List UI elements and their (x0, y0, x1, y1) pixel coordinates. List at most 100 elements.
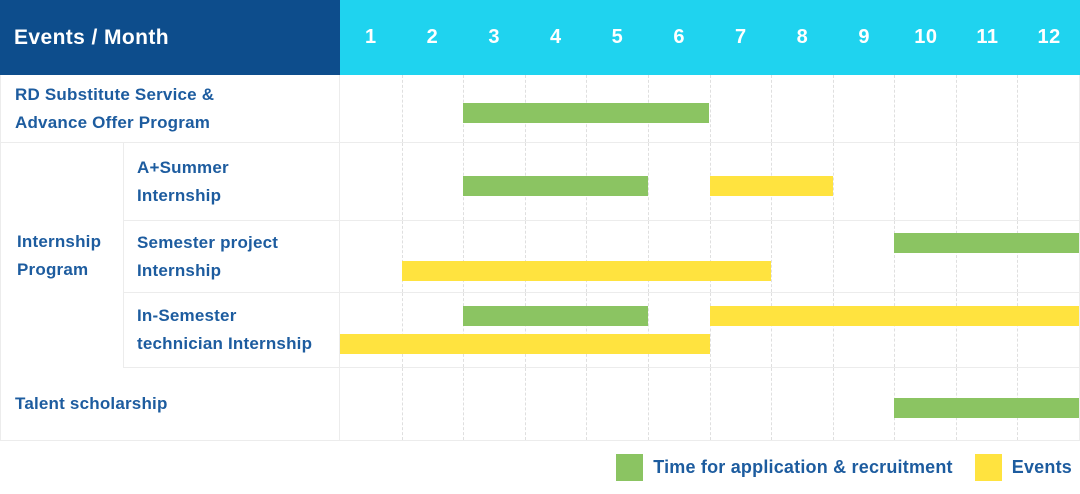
month-gridline (894, 143, 896, 220)
month-gridline (1017, 293, 1019, 367)
month-label: 11 (976, 26, 999, 48)
month-gridline (832, 368, 834, 440)
chart-cell (340, 143, 1079, 220)
month-gridline (894, 221, 896, 292)
legend-item: Time for application & recruitment (616, 453, 953, 481)
month-gridline (1017, 75, 1019, 142)
group-row: Internship Program A+Summer Internship Seme… (1, 143, 1079, 368)
chart-cell (340, 293, 1079, 367)
month-gridline (401, 368, 403, 440)
row-label: Semester project Internship (124, 221, 340, 292)
month-label: 12 (1037, 26, 1061, 48)
legend-item: Events (974, 453, 1072, 481)
month-gridline (771, 75, 773, 142)
month-gridline (401, 221, 403, 292)
month-gridline (524, 368, 526, 440)
row-label: Talent scholarship (1, 368, 340, 440)
month-gridline (709, 75, 711, 142)
group-label: Internship Program (1, 143, 124, 368)
row-label-line: RD Substitute Service & (15, 84, 215, 104)
month-label: 5 (611, 26, 624, 48)
table-row: A+Summer Internship (124, 143, 1079, 221)
gantt-bar-application (463, 102, 710, 123)
month-label: 1 (365, 26, 377, 48)
row-label: RD Substitute Service & Advance Offer Pro… (1, 75, 340, 142)
month-gridline (955, 293, 957, 367)
month-gridline (463, 368, 465, 440)
month-label: 9 (858, 26, 870, 48)
month-label: 6 (673, 26, 685, 48)
month-gridline (647, 368, 649, 440)
legend-swatch-event (974, 453, 1002, 481)
months-header: 1 2 3 4 5 6 7 8 9 10 11 12 (340, 0, 1080, 75)
group-sub-rows: A+Summer Internship Semester project Intern… (124, 143, 1079, 368)
legend-swatch-application (616, 453, 644, 481)
row-label-line: Talent scholarship (15, 394, 168, 413)
month-gridline (709, 368, 711, 440)
month-gridline (771, 221, 773, 292)
gantt-bar-event (709, 306, 1079, 326)
month-gridline (894, 293, 896, 367)
row-label-line: Advance Offer Program (15, 112, 211, 132)
gantt-bar-application (463, 175, 648, 196)
table-body: RD Substitute Service & Advance Offer Pro… (0, 75, 1080, 441)
month-gridline (894, 75, 896, 142)
month-label: 4 (550, 26, 562, 48)
header-title: Events / Month (14, 25, 169, 49)
gantt-bar-event (340, 334, 710, 354)
month-gridline (463, 293, 465, 367)
month-gridline (955, 143, 957, 220)
month-gridline (771, 293, 773, 367)
month-gridline (771, 368, 773, 440)
month-gridline (647, 143, 649, 220)
header-title-cell: Events / Month (0, 0, 340, 75)
month-gridline (463, 221, 465, 292)
month-gridline (1017, 143, 1019, 220)
table-row: Talent scholarship (1, 368, 1079, 441)
row-label: A+Summer Internship (124, 143, 340, 220)
month-gridline (586, 221, 588, 292)
month-gridline (709, 293, 711, 367)
month-gridline (647, 221, 649, 292)
month-gridline (524, 221, 526, 292)
legend-label: Events (1011, 456, 1072, 477)
month-gridline (832, 293, 834, 367)
month-gridline (401, 75, 403, 142)
legend-label: Time for application & recruitment (653, 456, 953, 477)
month-label: 7 (735, 26, 747, 48)
month-gridline (832, 221, 834, 292)
table-row: RD Substitute Service & Advance Offer Pro… (1, 75, 1079, 143)
table-row: Semester project Internship (124, 221, 1079, 293)
month-gridline (832, 75, 834, 142)
row-label-line: technician Internship (137, 334, 313, 353)
legend: Time for application & recruitment Events (0, 441, 1080, 493)
month-gridline (1017, 221, 1019, 292)
row-label-line: A+Summer (137, 157, 229, 177)
gantt-bar-application (894, 398, 1079, 418)
table-header: Events / Month 1 2 3 4 5 6 7 8 9 10 11 12 (0, 0, 1080, 75)
table-row: In-Semester technician Internship (124, 293, 1079, 368)
month-label: 3 (488, 26, 500, 48)
month-gridline (524, 293, 526, 367)
month-label: 8 (796, 26, 809, 48)
month-label: 2 (426, 26, 439, 48)
month-gridline (647, 293, 649, 367)
month-gridline (832, 143, 834, 220)
month-gridline (586, 368, 588, 440)
gantt-bar-application (894, 232, 1079, 253)
chart-cell (340, 75, 1079, 142)
gantt-bar-event (401, 260, 772, 281)
month-gridline (709, 221, 711, 292)
gantt-bar-event (709, 175, 833, 196)
month-gridline (401, 143, 403, 220)
gantt-bar-application (463, 306, 648, 326)
row-label-line: Semester project (137, 232, 279, 252)
chart-cell (340, 368, 1079, 440)
month-gridline (586, 293, 588, 367)
month-gridline (955, 75, 957, 142)
row-label-line: In-Semester (137, 306, 237, 325)
month-gridline (401, 293, 403, 367)
row-label: In-Semester technician Internship (124, 293, 340, 367)
row-label-line: Internship (137, 185, 222, 205)
